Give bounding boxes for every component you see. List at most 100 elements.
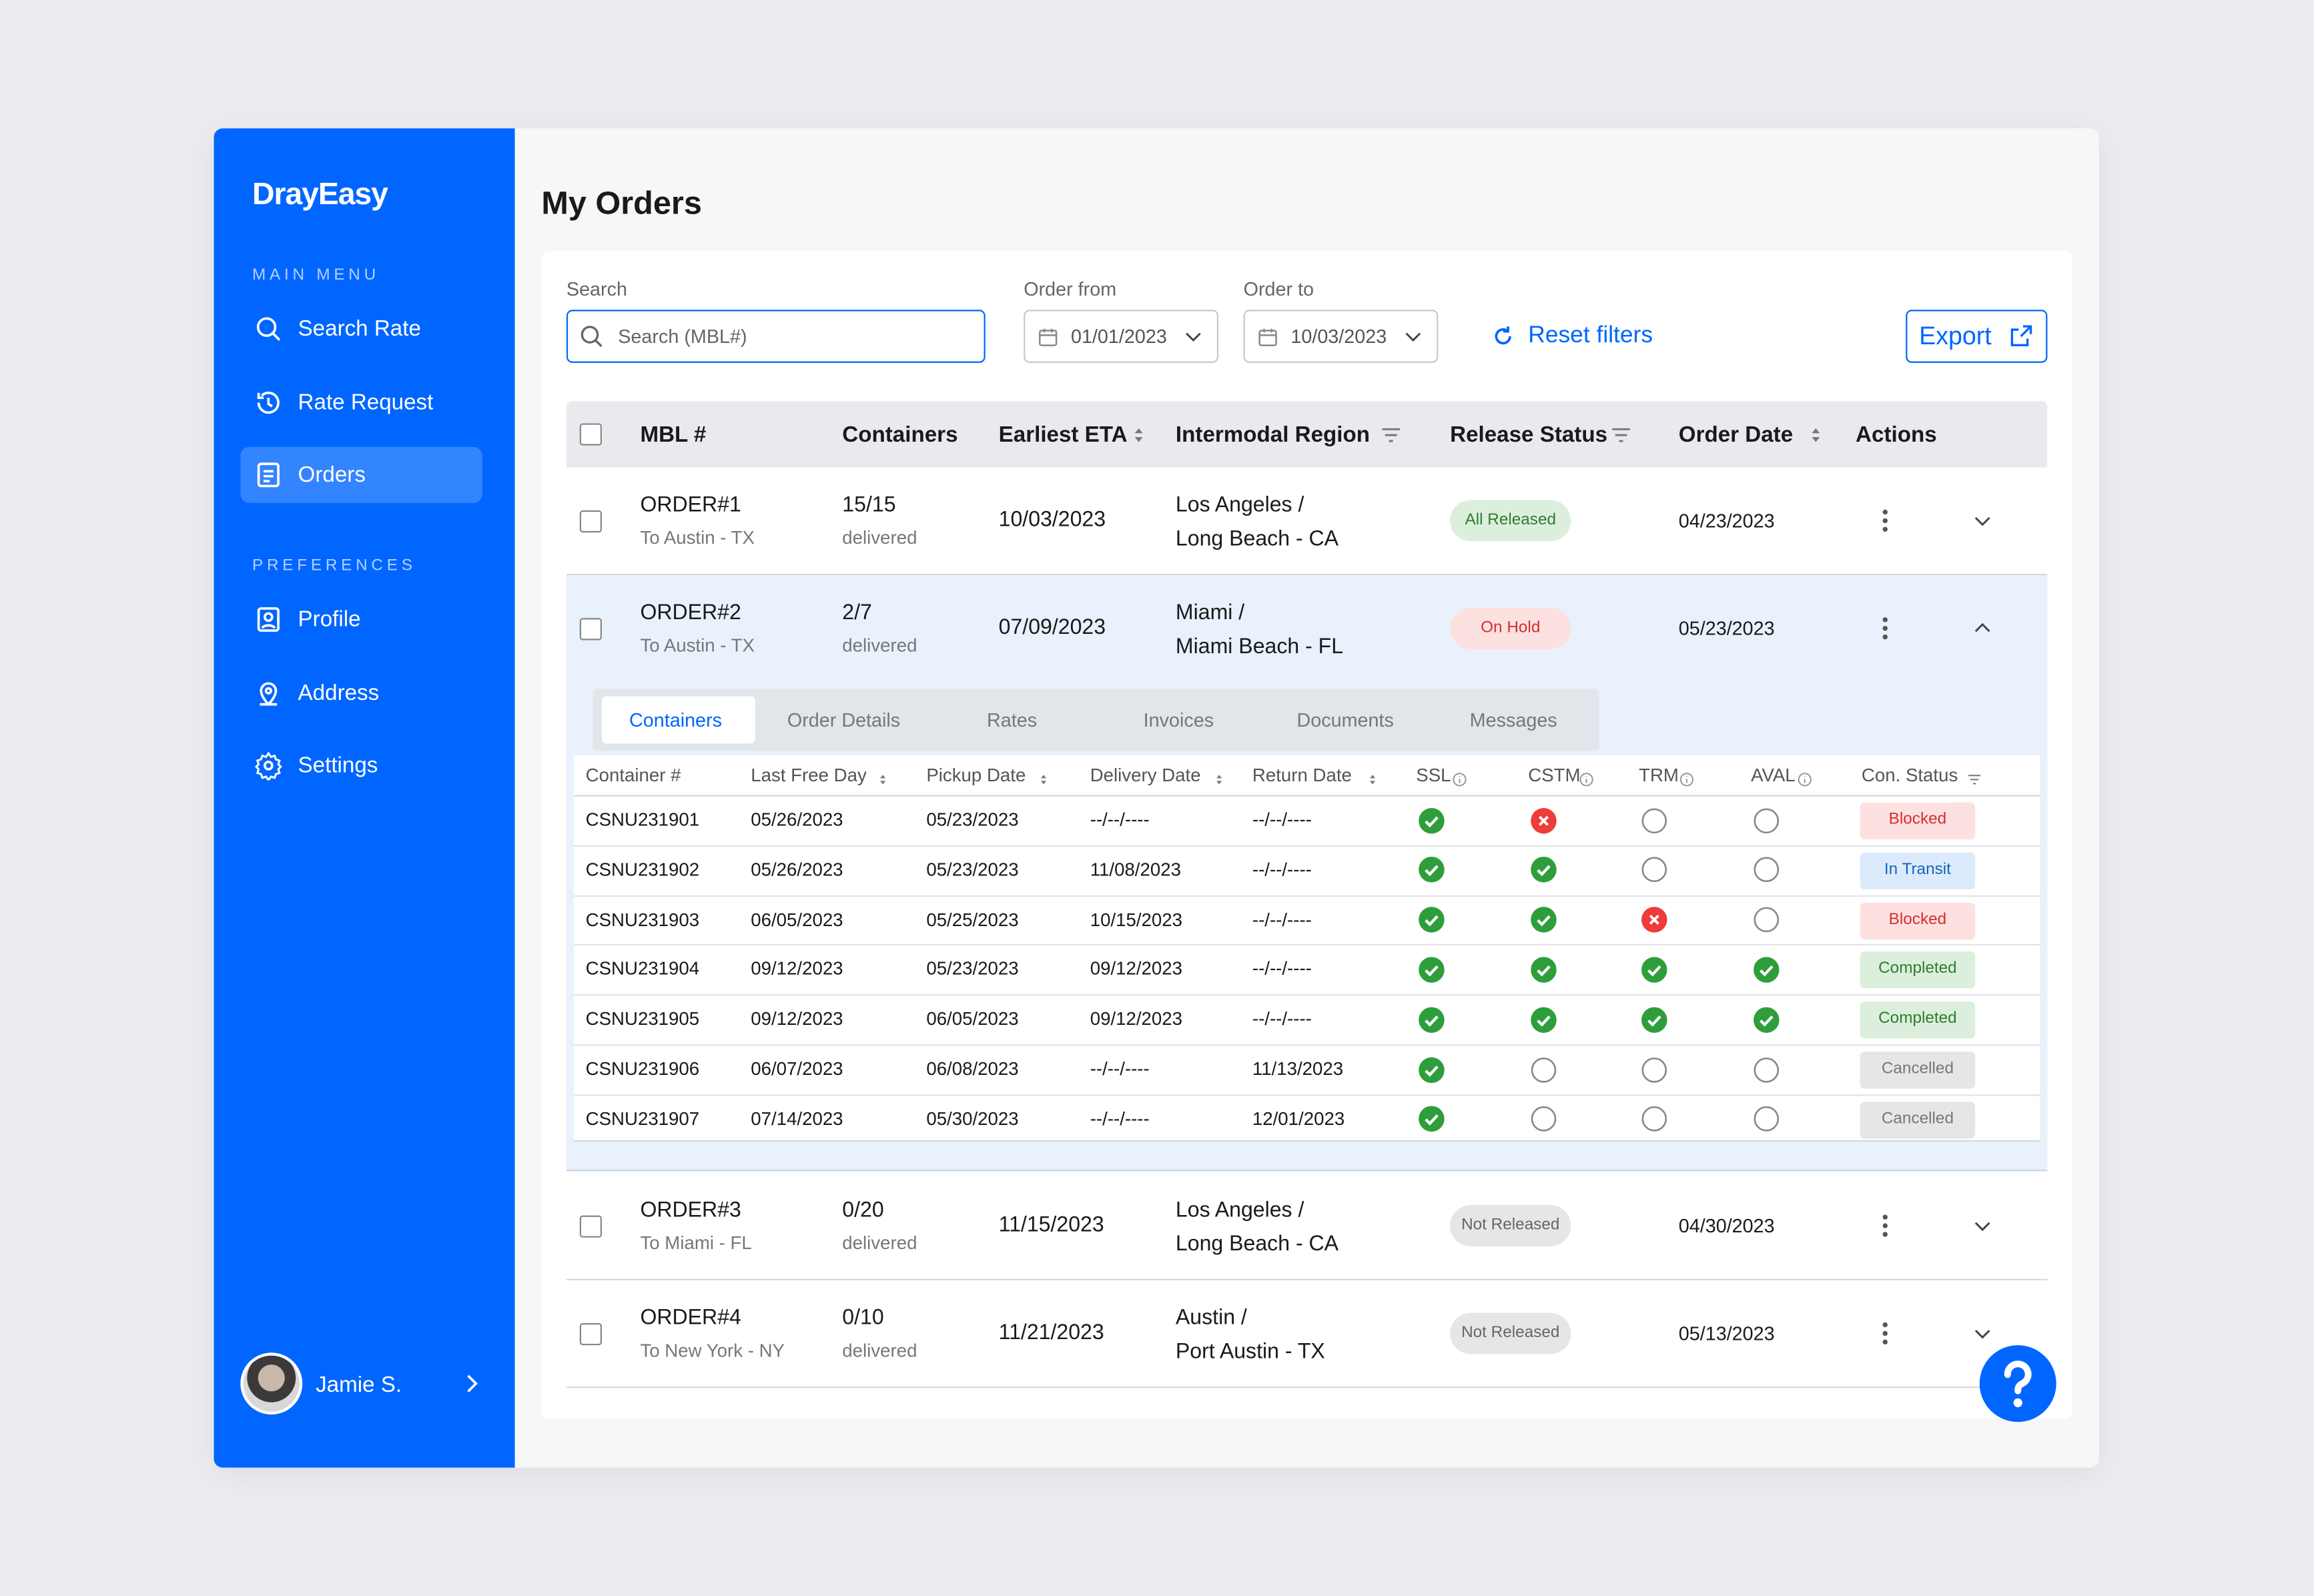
- date-input[interactable]: [1243, 310, 1439, 363]
- container-status-badge: [1860, 951, 1976, 989]
- container-status: Blocked: [1888, 810, 1947, 829]
- container-column-icon[interactable]: [1577, 768, 1593, 786]
- container-status-badge: [1860, 1052, 1976, 1089]
- help-button[interactable]: [1979, 1345, 2056, 1423]
- expand-toggle[interactable]: [1970, 1214, 1994, 1237]
- details-divider: [566, 1170, 2048, 1172]
- container-cell: 05/23/2023: [926, 859, 1019, 880]
- user-chevron[interactable]: [460, 1372, 484, 1395]
- expand-toggle[interactable]: [1970, 509, 1994, 532]
- tab[interactable]: Containers: [629, 709, 722, 731]
- check-status-none: [1752, 1105, 1780, 1133]
- tab[interactable]: Documents: [1296, 709, 1394, 731]
- column-header: Earliest ETA: [998, 422, 1128, 448]
- menu-item[interactable]: Settings: [298, 753, 378, 779]
- export-label[interactable]: Export: [1919, 322, 1992, 351]
- container-column-icon[interactable]: [1364, 768, 1380, 784]
- check-status-ok: [1639, 1006, 1667, 1034]
- intermodal-region: Long Beach - CA: [1175, 527, 1339, 552]
- mbl-number: ORDER#3: [640, 1198, 741, 1223]
- menu-item[interactable]: Rate Request: [298, 390, 434, 415]
- container-column-header: Delivery Date: [1090, 765, 1201, 786]
- column-header: Actions: [1856, 422, 1937, 448]
- container-column-icon[interactable]: [1451, 768, 1467, 786]
- tab[interactable]: Rates: [986, 709, 1038, 731]
- containers-count: 15/15: [842, 494, 896, 518]
- earliest-eta: 07/09/2023: [998, 616, 1106, 640]
- container-column-header: Con. Status: [1861, 765, 1958, 786]
- menu-item[interactable]: Orders: [298, 462, 366, 488]
- container-column-icon[interactable]: [1210, 768, 1226, 784]
- container-status-badge: [1860, 852, 1976, 889]
- checkbox[interactable]: [579, 618, 602, 641]
- check-status-none: [1752, 1056, 1780, 1084]
- container-status: Cancelled: [1881, 1110, 1954, 1128]
- tab[interactable]: Order Details: [787, 709, 901, 731]
- container-row-divider: [573, 1044, 2040, 1046]
- container-status-badge: [1860, 1002, 1976, 1039]
- column-header-icon[interactable]: [1379, 423, 1403, 446]
- menu-item[interactable]: Profile: [298, 607, 361, 633]
- checkbox[interactable]: [579, 1215, 602, 1238]
- container-column-icon[interactable]: [1678, 768, 1694, 786]
- check-status-none: [1752, 806, 1780, 834]
- reset-filters[interactable]: Reset filters: [1528, 323, 1653, 348]
- containers-note: delivered: [842, 1232, 917, 1254]
- container-row-divider: [573, 994, 2040, 996]
- checkbox[interactable]: [579, 1322, 602, 1346]
- container-cell: --/--/----: [1252, 1008, 1312, 1030]
- column-header-icon[interactable]: [1609, 423, 1633, 446]
- container-row-divider: [573, 1094, 2040, 1096]
- actions-menu[interactable]: [1870, 506, 1900, 535]
- sidebar: [214, 128, 515, 1468]
- container-column-icon[interactable]: [1035, 768, 1051, 784]
- container-column-icon[interactable]: [1966, 768, 1982, 784]
- container-column-header: SSL: [1416, 765, 1451, 786]
- order-date: 04/30/2023: [1678, 1214, 1775, 1237]
- search-input[interactable]: [566, 310, 986, 363]
- container-cell: --/--/----: [1252, 859, 1312, 880]
- filter-label: Order from: [1024, 278, 1117, 300]
- container-column-icon[interactable]: [1796, 768, 1812, 786]
- container-cell: 06/08/2023: [926, 1058, 1019, 1080]
- release-status: All Released: [1465, 511, 1557, 529]
- column-header-icon[interactable]: [1804, 423, 1828, 446]
- containers-count: 2/7: [842, 601, 872, 625]
- container-status-badge: [1860, 802, 1976, 839]
- export-button[interactable]: [1906, 310, 2048, 363]
- containers-count: 0/20: [842, 1198, 884, 1223]
- date-input[interactable]: [1024, 310, 1219, 363]
- actions-menu[interactable]: [1870, 614, 1900, 643]
- column-header-icon[interactable]: [1127, 423, 1150, 446]
- release-status: Not Released: [1461, 1216, 1560, 1234]
- menu-icon: [254, 388, 283, 417]
- checkbox[interactable]: [579, 510, 602, 533]
- expand-toggle[interactable]: [1970, 617, 1994, 640]
- checkbox[interactable]: [579, 423, 602, 446]
- menu-item[interactable]: Search Rate: [298, 316, 421, 342]
- check-status-none: [1639, 806, 1667, 834]
- order-date: 05/23/2023: [1678, 617, 1775, 640]
- intermodal-region: Port Austin - TX: [1175, 1340, 1325, 1364]
- earliest-eta: 10/03/2023: [998, 508, 1106, 532]
- container-column-header: Return Date: [1252, 765, 1352, 786]
- container-column-icon[interactable]: [874, 768, 890, 784]
- tab[interactable]: Messages: [1469, 709, 1557, 731]
- container-cell: --/--/----: [1090, 809, 1150, 831]
- menu-item[interactable]: Address: [298, 680, 380, 706]
- container-cell: CSNU231903: [585, 909, 700, 930]
- expand-toggle[interactable]: [1970, 1322, 1994, 1345]
- reset-icon[interactable]: [1491, 324, 1515, 348]
- check-status-ok: [1639, 955, 1667, 983]
- check-status-none: [1529, 1105, 1557, 1133]
- actions-menu[interactable]: [1870, 1318, 1900, 1348]
- container-cell: CSNU231902: [585, 859, 700, 880]
- container-cell: 05/25/2023: [926, 909, 1019, 930]
- tab[interactable]: Invoices: [1143, 709, 1214, 731]
- container-cell: --/--/----: [1252, 909, 1312, 930]
- menu-active-bg: [240, 447, 482, 504]
- user-name[interactable]: Jamie S.: [316, 1372, 402, 1398]
- actions-menu[interactable]: [1870, 1211, 1900, 1240]
- row-divider: [566, 573, 2048, 576]
- check-status-ok: [1529, 955, 1557, 983]
